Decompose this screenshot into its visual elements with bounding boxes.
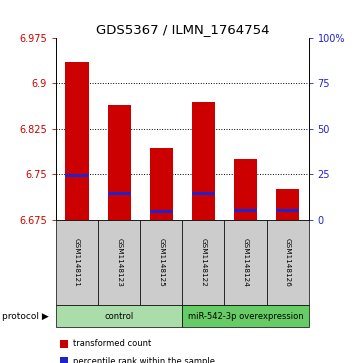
Bar [192, 192, 215, 195]
Text: GSM1148126: GSM1148126 [284, 238, 291, 287]
Text: GSM1148124: GSM1148124 [243, 238, 248, 287]
Bar [276, 189, 299, 220]
Text: GSM1148125: GSM1148125 [158, 238, 164, 287]
Text: percentile rank within the sample: percentile rank within the sample [73, 357, 215, 363]
Bar [108, 105, 131, 220]
Text: protocol ▶: protocol ▶ [2, 312, 49, 321]
Title: GDS5367 / ILMN_1764754: GDS5367 / ILMN_1764754 [96, 23, 269, 36]
Text: GSM1148122: GSM1148122 [200, 238, 206, 287]
Bar [276, 209, 299, 212]
Bar [150, 210, 173, 213]
Bar [65, 62, 88, 220]
Text: miR-542-3p overexpression: miR-542-3p overexpression [188, 312, 303, 321]
Bar [234, 209, 257, 212]
Text: transformed count: transformed count [73, 339, 151, 348]
Text: control: control [104, 312, 134, 321]
Bar [108, 192, 131, 195]
Text: GSM1148121: GSM1148121 [74, 238, 80, 287]
Bar [65, 174, 88, 177]
Bar [192, 102, 215, 220]
Text: GSM1148123: GSM1148123 [116, 238, 122, 287]
Bar [234, 159, 257, 220]
Bar [150, 148, 173, 220]
